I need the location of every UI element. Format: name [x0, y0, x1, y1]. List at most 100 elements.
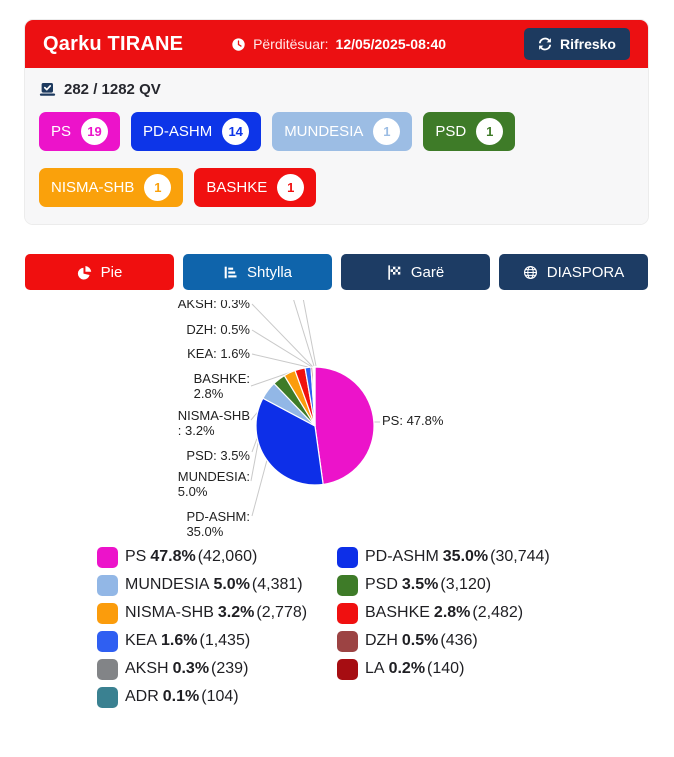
legend-party-name: PS [125, 548, 147, 565]
legend-item-bashke[interactable]: BASHKE 2.8% (2,482) [337, 602, 577, 624]
party-seat-count: 1 [476, 118, 504, 145]
updated-info: Përditësuar: 12/05/2025-08:40 [231, 36, 446, 52]
qv-counter: 282 / 1282 QV [39, 81, 634, 98]
legend-column-2: PD-ASHM 35.0% (30,744) PSD 3.5% (3,120) BASHKE… [337, 546, 577, 714]
callout-line-aksh [251, 303, 314, 368]
bar-chart-icon [223, 265, 238, 280]
legend-text: LA 0.2% (140) [365, 660, 464, 678]
legend-party-pct: 0.1% [162, 688, 200, 705]
tab-label: Shtylla [246, 263, 293, 281]
pie-slice-ps[interactable] [314, 366, 375, 486]
refresh-button[interactable]: Rifresko [523, 28, 630, 60]
legend-item-dzh[interactable]: DZH 0.5% (436) [337, 630, 577, 652]
party-seat-count: 14 [222, 118, 250, 145]
legend-item-adr[interactable]: ADR 0.1% (104) [97, 686, 337, 708]
tab-pie[interactable]: Pie [25, 254, 174, 290]
refresh-label: Rifresko [559, 36, 616, 52]
globe-icon [523, 265, 538, 280]
party-seat-count: 1 [277, 174, 305, 201]
pie-chart[interactable]: PS: 47.8% PD-ASHM: 35.0% MUNDESIA: 5.0% PSD… [85, 300, 595, 542]
legend-party-pct: 0.3% [172, 660, 210, 677]
party-badge-label: BASHKE [206, 179, 268, 196]
callout-line-dzh [251, 329, 313, 368]
party-badge-label: PS [51, 123, 72, 140]
legend-party-votes: (104) [201, 688, 239, 705]
legend-swatch [337, 630, 358, 652]
legend-party-name: DZH [365, 632, 398, 649]
legend-party-votes: (2,778) [256, 604, 308, 621]
legend-text: NISMA-SHB 3.2% (2,778) [125, 604, 307, 622]
legend-party-name: BASHKE [365, 604, 430, 621]
page-title: Qarku TIRANE [43, 32, 184, 55]
legend-swatch [97, 602, 118, 624]
updated-value: 12/05/2025-08:40 [335, 36, 447, 52]
pie-chart-canvas[interactable] [85, 300, 595, 542]
legend-party-name: PSD [365, 576, 398, 593]
party-badge-mundesia: MUNDESIA 1 [272, 112, 413, 151]
callout-line-kea [251, 353, 309, 368]
refresh-icon [538, 37, 552, 51]
pie-label-aksh: AKSH: 0.3% [177, 300, 250, 311]
pie-chart-icon [77, 265, 92, 280]
legend-text: PS 47.8% (42,060) [125, 548, 257, 566]
callout-line-adr [302, 300, 317, 367]
party-badge-nisma-shb: NISMA-SHB 1 [39, 168, 184, 207]
county-card: Qarku TIRANE Përditësuar: 12/05/2025-08:… [25, 20, 648, 224]
party-badge-label: NISMA-SHB [51, 179, 135, 196]
legend-text: KEA 1.6% (1,435) [125, 632, 250, 650]
party-badge-psd: PSD 1 [423, 112, 516, 151]
card-header: Qarku TIRANE Përditësuar: 12/05/2025-08:… [25, 20, 648, 68]
legend-party-name: AKSH [125, 660, 169, 677]
legend-text: BASHKE 2.8% (2,482) [365, 604, 523, 622]
legend-party-pct: 3.2% [217, 604, 255, 621]
tab-shtylla[interactable]: Shtylla [183, 254, 332, 290]
legend-swatch [97, 546, 118, 568]
legend-item-nisma-shb[interactable]: NISMA-SHB 3.2% (2,778) [97, 602, 337, 624]
legend-item-aksh[interactable]: AKSH 0.3% (239) [97, 658, 337, 680]
legend-party-pct: 47.8% [150, 548, 196, 565]
legend-party-votes: (30,744) [490, 548, 550, 565]
updated-label: Përditësuar: [253, 36, 329, 52]
pie-label-psd: PSD: 3.5% [186, 448, 250, 463]
legend-swatch [337, 602, 358, 624]
legend-party-pct: 1.6% [161, 632, 198, 649]
pie-label-ps: PS: 47.8% [382, 413, 444, 428]
legend-party-pct: 2.8% [433, 604, 471, 621]
legend-swatch [97, 686, 118, 708]
legend-text: AKSH 0.3% (239) [125, 660, 248, 678]
legend-column-1: PS 47.8% (42,060) MUNDESIA 5.0% (4,381) NISMA-… [97, 546, 337, 714]
party-badges: PS 19 PD-ASHM 14 MUNDESIA 1 PSD 1 NISMA-SHB 1 BASH… [39, 112, 634, 207]
party-seat-count: 1 [373, 118, 401, 145]
pie-label-bashke: BASHKE: 2.8% [193, 371, 250, 401]
legend-item-pd-ashm[interactable]: PD-ASHM 35.0% (30,744) [337, 546, 577, 568]
party-badge-bashke: BASHKE 1 [194, 168, 317, 207]
legend-party-votes: (3,120) [440, 576, 492, 593]
pie-label-dzh: DZH: 0.5% [186, 322, 250, 337]
legend-swatch [97, 574, 118, 596]
legend-item-psd[interactable]: PSD 3.5% (3,120) [337, 574, 577, 596]
tab-label: DIASPORA [546, 263, 625, 281]
legend-text: MUNDESIA 5.0% (4,381) [125, 576, 303, 594]
callout-line-pd-ashm [251, 459, 268, 517]
legend-party-name: PD-ASHM [365, 548, 439, 565]
legend-party-name: ADR [125, 688, 159, 705]
tab-diaspora[interactable]: DIASPORA [499, 254, 648, 290]
legend-item-la[interactable]: LA 0.2% (140) [337, 658, 577, 680]
ballot-box-icon [39, 83, 56, 96]
legend-text: ADR 0.1% (104) [125, 688, 239, 706]
pie-label-mundesia: MUNDESIA: 5.0% [177, 469, 250, 499]
legend-party-pct: 3.5% [401, 576, 439, 593]
legend-item-kea[interactable]: KEA 1.6% (1,435) [97, 630, 337, 652]
legend-item-ps[interactable]: PS 47.8% (42,060) [97, 546, 337, 568]
pie-slice-pd-ashm[interactable] [255, 397, 324, 486]
legend-party-votes: (1,435) [199, 632, 251, 649]
tab-gare[interactable]: Garë [341, 254, 490, 290]
legend-item-mundesia[interactable]: MUNDESIA 5.0% (4,381) [97, 574, 337, 596]
legend-party-votes: (2,482) [472, 604, 524, 621]
legend-party-pct: 35.0% [442, 548, 489, 565]
legend-swatch [337, 658, 358, 680]
legend-text: PSD 3.5% (3,120) [365, 576, 491, 594]
legend-party-votes: (42,060) [197, 548, 258, 565]
view-tabs: Pie Shtylla Garë DIASPORA [25, 254, 648, 290]
legend-text: PD-ASHM 35.0% (30,744) [365, 548, 550, 566]
